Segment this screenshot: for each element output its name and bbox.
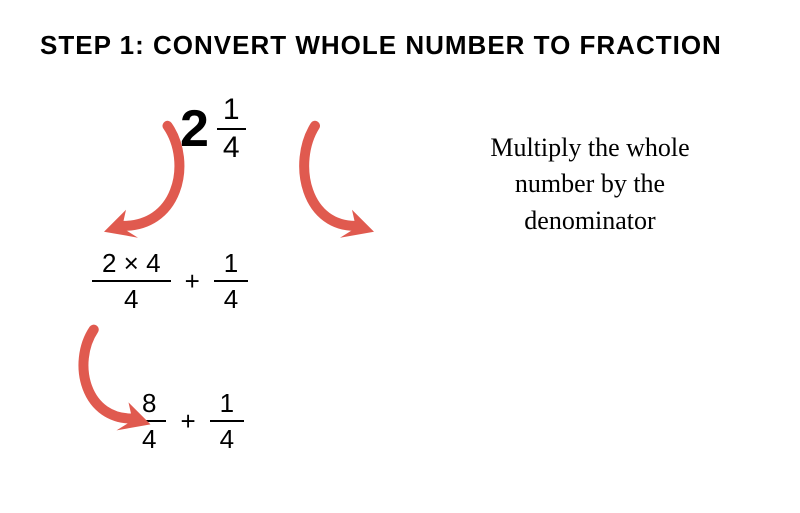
mixed-numerator: 1: [217, 95, 246, 128]
fraction-right-3: 1 4: [210, 390, 244, 452]
explanation-text: Multiply the whole number by the denomin…: [450, 130, 730, 239]
arrow-icon: [290, 115, 390, 250]
arrow-icon: [70, 320, 165, 440]
fraction-left-2: 2 × 4 4: [92, 250, 171, 312]
denominator: 4: [210, 422, 244, 452]
denominator: 4: [214, 282, 248, 312]
plus-operator: +: [185, 266, 200, 297]
step-title: STEP 1: CONVERT WHOLE NUMBER TO FRACTION: [40, 30, 722, 61]
mixed-fraction: 1 4: [217, 95, 246, 163]
numerator: 1: [210, 390, 244, 420]
equation-row-2: 2 × 4 4 + 1 4: [92, 250, 248, 312]
plus-operator: +: [180, 406, 195, 437]
numerator: 1: [214, 250, 248, 280]
fraction-right-2: 1 4: [214, 250, 248, 312]
arrow-icon: [85, 115, 195, 250]
mixed-denominator: 4: [217, 130, 246, 163]
denominator: 4: [114, 282, 148, 312]
numerator: 2 × 4: [92, 250, 171, 280]
